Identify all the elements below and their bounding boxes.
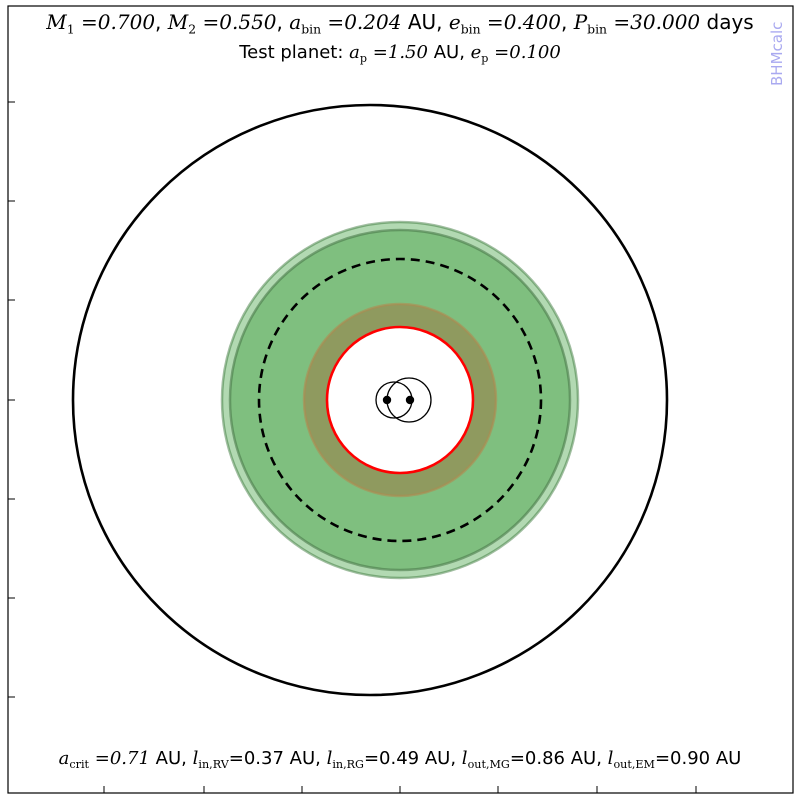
sep: , (436, 10, 449, 34)
pbin-symbol: Pbin (573, 10, 608, 37)
binary-parameters-title: M1 =0.700, M2 =0.550, abin =0.204 AU, eb… (0, 10, 800, 36)
m1-value: 0.700 (97, 10, 156, 34)
abin-value: 0.204 (344, 10, 402, 34)
dashed-orbit (257, 257, 543, 543)
equals: = (607, 10, 631, 34)
acrit-symbol: acrit (58, 748, 90, 771)
ep-symbol: ep (470, 42, 489, 65)
bottom-ticks (103, 786, 697, 793)
ap-symbol: ap (349, 42, 368, 65)
test-planet-title: Test planet: ap =1.50 AU, ep =0.100 (0, 42, 800, 65)
equals: = (367, 42, 388, 63)
star1-dot (382, 395, 392, 405)
equals: = (480, 10, 504, 34)
equals: = (196, 10, 220, 34)
lin-rv-symbol: lin,RV (192, 748, 229, 771)
lin-rg-symbol: lin,RG (326, 748, 364, 771)
lout-em-value: =0.90 AU (654, 748, 742, 769)
acrit-unit: AU (155, 748, 182, 769)
star2-dot (405, 395, 415, 405)
critical-radius-circle (325, 325, 475, 475)
m1-symbol: M1 (46, 10, 75, 37)
sep: , (181, 748, 193, 769)
sep: , (560, 10, 574, 34)
zone-limits-footer: acrit =0.71 AU, lin,RV=0.37 AU, lin,RG=0… (0, 748, 800, 771)
lout-mg-value: =0.86 AU, (509, 748, 602, 769)
left-ticks (8, 101, 15, 698)
lin-rv-value: =0.37 AU, (228, 748, 321, 769)
planet-orbit (71, 103, 669, 697)
ep-value: 0.100 (509, 42, 561, 63)
sep: , (276, 10, 290, 34)
ebin-symbol: ebin (448, 10, 481, 37)
m2-value: 0.550 (219, 10, 277, 34)
acrit-value: 0.71 (109, 748, 150, 769)
equals: = (74, 10, 98, 34)
bhmcalc-watermark: BHMcalc (768, 21, 786, 86)
pbin-unit: days (706, 10, 754, 34)
sep: , (459, 42, 471, 63)
abin-symbol: abin (289, 10, 322, 37)
equals: = (321, 10, 345, 34)
lout-em-symbol: lout,EM (607, 748, 655, 771)
equals: = (89, 748, 110, 769)
ap-unit: AU (433, 42, 460, 63)
sep: , (155, 10, 168, 34)
m2-symbol: M2 (167, 10, 197, 37)
lout-mg-symbol: lout,MG (461, 748, 510, 771)
ebin-value: 0.400 (503, 10, 561, 34)
equals: = (488, 42, 510, 63)
pbin-value: 30.000 (630, 10, 701, 34)
abin-unit: AU (407, 10, 437, 34)
planet-label: Test planet: (239, 42, 344, 63)
ap-value: 1.50 (387, 42, 428, 63)
lin-rg-value: =0.49 AU, (363, 748, 457, 769)
